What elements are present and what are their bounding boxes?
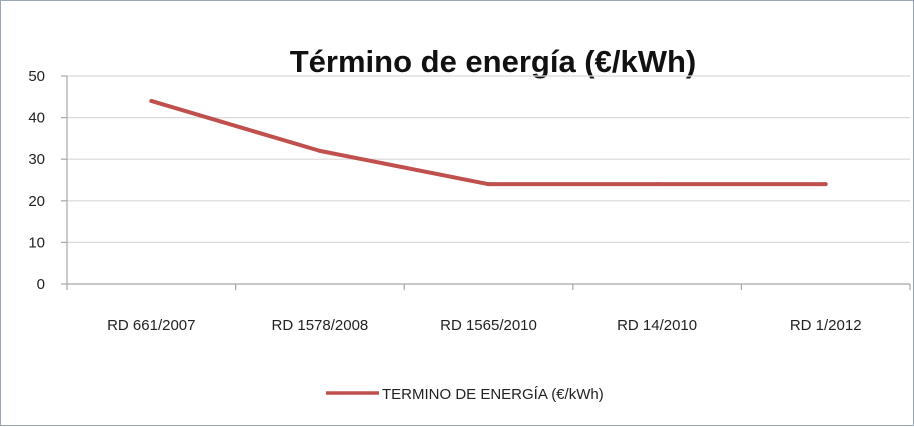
legend-label: TERMINO DE ENERGÍA (€/kWh) [382,386,604,403]
y-tick-label: 10 [28,234,45,251]
x-tick-label: RD 1/2012 [790,317,862,334]
data-point [149,98,154,103]
series-line [150,99,826,187]
chart-title: Término de energía (€/kWh) [290,44,697,79]
data-point [823,182,828,187]
y-tick-label: 40 [28,110,45,127]
x-tick-label: RD 14/2010 [617,317,697,334]
x-tick-label: RD 1565/2010 [440,317,537,334]
y-tick-label: 0 [37,276,45,293]
x-tick-label: RD 661/2007 [107,317,195,334]
legend: TERMINO DE ENERGÍA (€/kWh) [326,386,604,403]
y-tick-label: 50 [28,68,45,85]
x-tick-label: RD 1578/2008 [272,317,369,334]
series-group [149,98,828,187]
y-axis-ticks: 0 10 20 30 40 50 [28,68,45,293]
data-point [317,148,322,153]
x-axis-ticks: RD 661/2007 RD 1578/2008 RD 1565/2010 RD 14… [107,317,861,334]
y-tick-label: 30 [28,151,45,168]
data-point [486,182,491,187]
data-point [655,182,660,187]
gridlines [61,75,911,290]
y-tick-label: 20 [28,193,45,210]
